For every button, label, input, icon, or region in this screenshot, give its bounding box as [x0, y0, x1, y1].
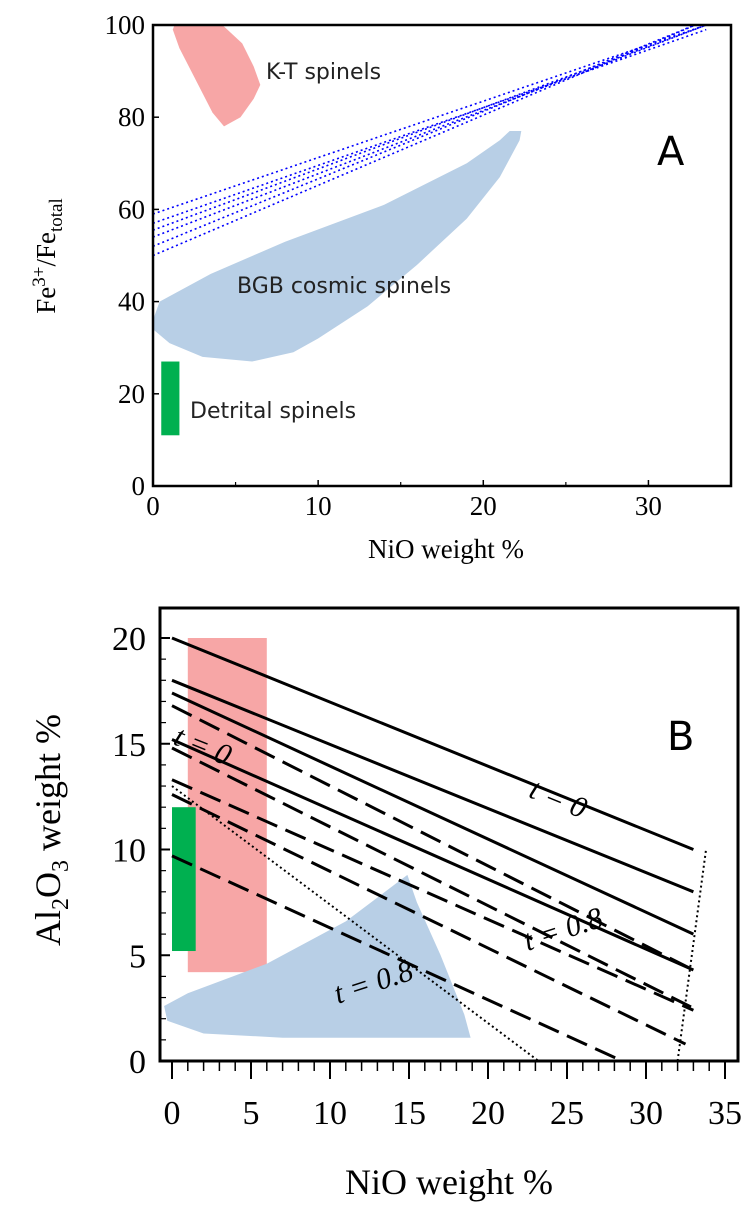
region-label-kt-spinels: K-T spinels [266, 60, 381, 85]
y-label-fe: Fe [31, 287, 61, 314]
panel-b-label: B [667, 714, 694, 760]
x-tick-label: 25 [550, 1095, 584, 1132]
x-tick-label: 35 [708, 1095, 742, 1132]
y-tick-label: 10 [112, 833, 146, 870]
solid-line-2 [171, 691, 695, 936]
panel-b-region-1 [172, 807, 196, 952]
region-label-detrital-spinels: Detrital spinels [190, 399, 356, 424]
x-tick-label: 30 [629, 1095, 663, 1132]
line-annotation: t = 0 [525, 773, 592, 826]
y-label-sub-2: 2 [48, 898, 74, 910]
panel-b-frame [158, 606, 740, 1063]
panel-a-regions [153, 25, 522, 436]
y-tick-label: 60 [118, 194, 145, 224]
panel-a-x-axis-label: NiO weight % [368, 534, 524, 564]
panel-a-y-axis-label: Fe3+/Fetotal [29, 198, 67, 314]
y-tick-label: 20 [112, 621, 146, 658]
y-tick-label: 15 [112, 727, 146, 764]
trend-line-3 [153, 25, 707, 231]
panel-a-frame [151, 23, 733, 488]
x-tick-label: 10 [305, 491, 332, 521]
dashed-line-1 [171, 746, 695, 1010]
dotted-line-1 [676, 849, 708, 1061]
y-label-rest: weight % [28, 714, 68, 860]
trend-line-2 [153, 25, 707, 238]
dashed-line-4 [171, 854, 623, 1061]
y-label-sup: 3+ [29, 267, 50, 287]
dotted-line-0 [171, 785, 540, 1061]
solid-line-1 [171, 678, 694, 894]
panel-a: 0 10 20 30 0 20 40 60 80 100 A K-T spinels BGB co… [29, 10, 733, 564]
x-tick-label: 20 [471, 1095, 505, 1132]
y-label-sub: total [46, 198, 67, 232]
panel-b-region-0 [187, 638, 267, 973]
panel-a-ticks: 0 10 20 30 0 20 40 60 80 100 [105, 10, 662, 521]
panel-b-ticks: 0 5 10 15 20 25 30 35 0 5 10 15 20 [112, 621, 742, 1132]
dashed-line-3 [171, 793, 687, 1046]
panel-b-x-axis-label: NiO weight % [345, 1162, 553, 1202]
panel-b-region-2 [164, 874, 471, 1038]
panel-a-region-2 [161, 361, 180, 436]
x-tick-label: 0 [164, 1095, 181, 1132]
y-label-al: Al [28, 910, 68, 946]
x-tick-label: 20 [470, 491, 497, 521]
line-annotation: t = 0.8 [519, 901, 606, 957]
y-tick-label: 20 [118, 379, 145, 409]
panel-a-region-0 [172, 25, 261, 127]
y-tick-label: 0 [132, 471, 146, 501]
y-label-o: O [28, 872, 68, 898]
x-tick-label: 30 [635, 491, 662, 521]
y-tick-label: 5 [129, 938, 146, 975]
x-tick-label: 15 [392, 1095, 426, 1132]
y-label-sub-3: 3 [48, 860, 74, 872]
panel-b-lines [171, 636, 708, 1061]
y-tick-label: 100 [105, 10, 146, 40]
y-label-fe-2: /Fe [31, 232, 61, 267]
solid-line-0 [171, 636, 694, 851]
panel-b-y-axis-label: Al2O3 weight % [28, 714, 74, 946]
x-tick-label: 0 [146, 491, 160, 521]
x-tick-label: 10 [313, 1095, 347, 1132]
y-tick-label: 40 [118, 287, 145, 317]
y-tick-label: 0 [129, 1044, 146, 1081]
panel-a-label: A [657, 129, 685, 175]
dashed-line-2 [171, 778, 695, 1012]
y-tick-label: 80 [118, 102, 145, 132]
x-tick-label: 5 [243, 1095, 260, 1132]
dashed-line-0 [171, 704, 695, 972]
panel-b-regions [164, 638, 471, 1038]
region-label-bgb-cosmic-spinels: BGB cosmic spinels [237, 274, 451, 299]
panel-a-trend-band [153, 25, 707, 257]
solid-line-3 [171, 738, 695, 972]
panel-a-region-1 [153, 131, 522, 362]
